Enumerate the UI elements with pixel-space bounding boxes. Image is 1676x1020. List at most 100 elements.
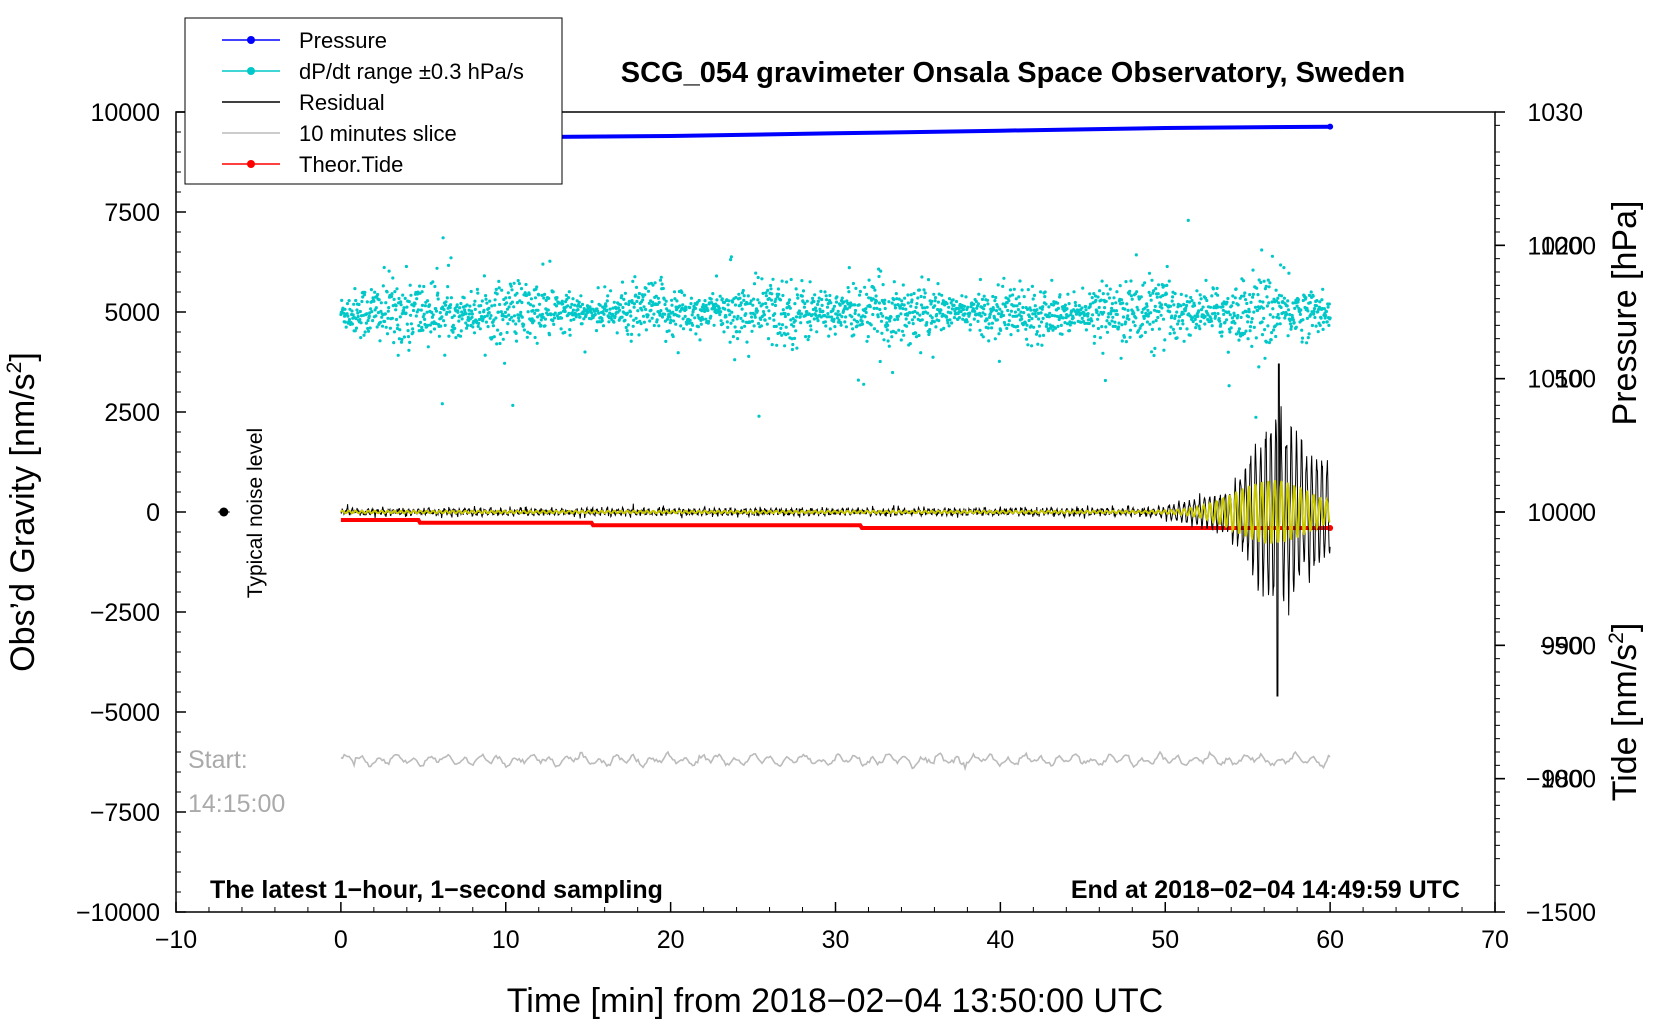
dpdt-point [1025,337,1029,341]
dpdt-point [504,315,508,319]
dpdt-point [1004,305,1008,309]
dpdt-point [1197,324,1201,328]
dpdt-point [654,294,658,298]
dpdt-point [1025,307,1030,311]
dpdt-point [1016,329,1020,333]
dpdt-point [612,320,616,324]
dpdt-point [1228,313,1232,317]
dpdt-point [1300,340,1304,344]
dpdt-point [1314,324,1318,328]
dpdt-point [756,298,760,302]
dpdt-point [871,297,875,301]
dpdt-point [810,313,814,317]
dpdt-point [883,298,887,302]
dpdt-point [1179,304,1183,308]
dpdt-point [865,339,869,343]
dpdt-point [1033,304,1037,308]
dpdt-point [390,294,394,299]
dpdt-point [1325,320,1329,324]
dpdt-point [515,291,519,295]
dpdt-point [780,323,785,327]
dpdt-point [1034,314,1038,318]
dpdt-point [1140,310,1144,314]
dpdt-point [696,325,701,329]
dpdt-point [762,313,767,317]
dpdt-point [427,303,432,307]
dpdt-point [1213,311,1217,315]
dpdt-point [1234,287,1238,291]
dpdt-point [664,299,668,303]
dpdt-point [842,300,846,304]
dpdt-point [790,347,795,352]
dpdt-point [784,325,788,329]
dpdt-point [1141,283,1145,287]
dpdt-point [1154,287,1158,291]
dpdt-point [875,329,880,333]
dpdt-point [1231,301,1235,305]
dpdt-point [522,323,526,327]
dpdt-point [914,335,919,339]
dpdt-point [458,334,463,338]
dpdt-point [379,309,383,313]
dpdt-point [1201,305,1205,309]
legend-box [184,17,563,185]
dpdt-point [537,293,541,297]
dpdt-point [1276,312,1280,317]
dpdt-point [1006,323,1011,327]
dpdt-point [548,259,552,263]
dpdt-point [987,322,991,326]
dpdt-point [618,303,623,307]
dpdt-point [787,298,792,302]
dpdt-point [492,318,496,322]
dpdt-point [596,286,600,290]
dpdt-point [914,305,918,309]
dpdt-point [456,310,460,314]
dpdt-point [608,307,612,311]
dpdt-point [1161,317,1166,321]
dpdt-point [659,275,663,279]
dpdt-point [688,306,692,310]
dpdt-point [354,298,358,303]
dpdt-point [791,317,795,321]
dpdt-point [1225,318,1229,322]
dpdt-point [950,321,954,325]
dpdt-point [789,277,793,282]
dpdt-point [1282,266,1286,270]
dpdt-point [1034,332,1039,336]
dpdt-point [1197,309,1201,313]
dpdt-point [1056,301,1060,305]
dpdt-point [1134,253,1138,257]
dpdt-point [1278,322,1282,326]
dpdt-point [1152,353,1156,358]
dpdt-point [540,312,545,316]
dpdt-point [1050,313,1054,318]
dpdt-point [793,319,797,323]
dpdt-point [875,306,879,310]
dpdt-point [920,318,924,322]
dpdt-point [459,329,463,333]
dpdt-point [823,313,827,318]
dpdt-point [765,322,769,326]
dpdt-point [340,298,344,302]
dpdt-point [681,317,685,321]
noise-marker-layer [217,507,230,517]
axes-layer: −10 0 10 20 30 40 50 60 70100007500500025000−250… [76,99,1596,954]
dpdt-point [1153,304,1157,308]
dpdt-point [1026,343,1030,347]
dpdt-point [449,296,453,300]
dpdt-point [399,303,403,307]
dpdt-point [539,318,543,322]
dpdt-point [486,325,490,329]
dpdt-point [580,322,584,326]
dpdt-point [653,281,657,285]
dpdt-point [400,312,404,316]
dpdt-point [514,331,518,335]
dpdt-point [850,315,854,319]
dpdt-point [568,333,572,337]
dpdt-point [394,317,399,322]
dpdt-point [1114,301,1118,305]
dpdt-point [1254,415,1258,419]
dpdt-point [376,292,380,297]
dpdt-point [641,298,645,302]
dpdt-point [897,328,901,332]
